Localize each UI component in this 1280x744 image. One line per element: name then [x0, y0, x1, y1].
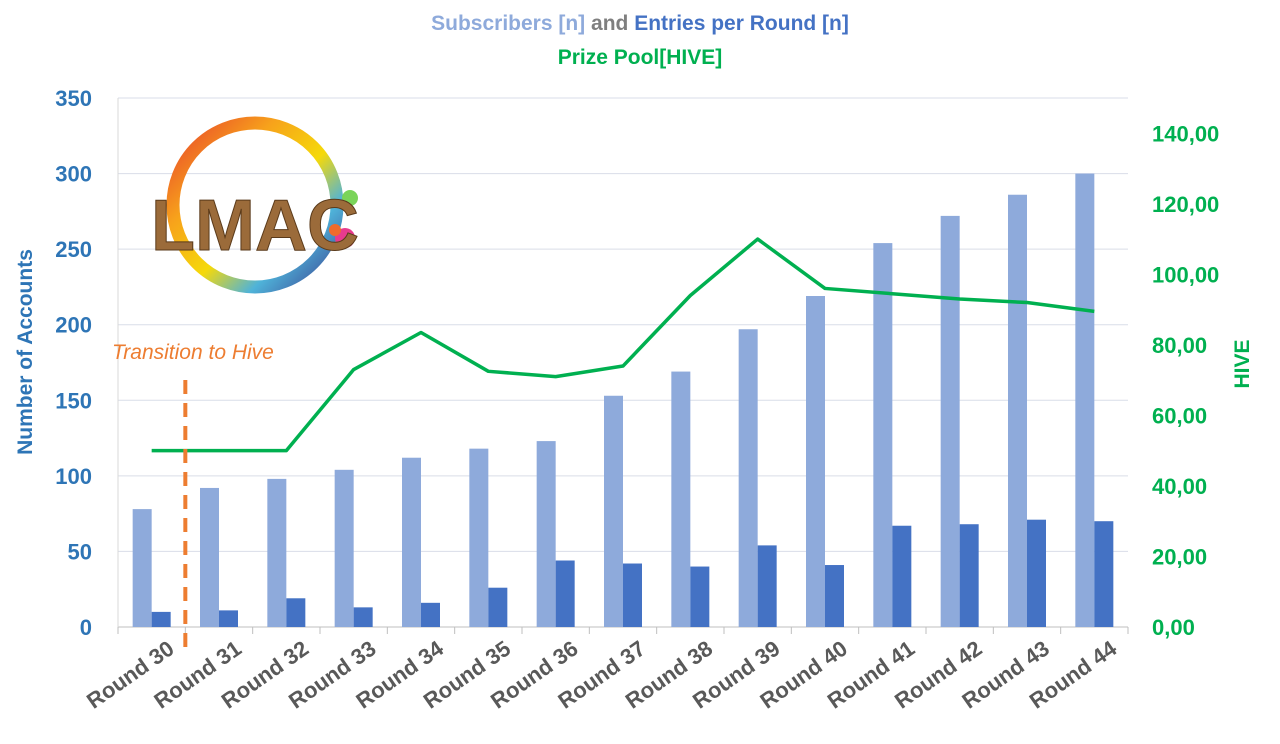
bar-subscribers	[469, 448, 489, 627]
bar-subscribers	[402, 457, 421, 627]
bar-subscribers	[940, 215, 960, 628]
bar-entries	[825, 565, 844, 627]
transition-annotation: Transition to Hive	[112, 341, 274, 364]
bar-entries	[286, 598, 306, 627]
y-axis-left-label: Number of Accounts	[14, 249, 37, 455]
bar-subscribers	[1008, 194, 1027, 627]
y-tick-left: 250	[55, 237, 92, 262]
bar-entries	[757, 545, 777, 627]
y-tick-left: 200	[55, 313, 92, 338]
y-tick-right: 60,00	[1152, 403, 1207, 428]
bar-subscribers	[132, 509, 152, 627]
title-and: and	[591, 12, 629, 35]
chart-title: Subscribers [n] and Entries per Round [n…	[0, 12, 1280, 36]
bar-subscribers	[200, 487, 219, 627]
line-prize-pool	[151, 237, 1095, 453]
bar-entries	[690, 566, 710, 627]
bar-subscribers	[267, 478, 287, 627]
logo-text: LMAC	[155, 186, 359, 266]
y-tick-right: 20,00	[1152, 544, 1207, 569]
y-tick-left: 300	[55, 162, 92, 187]
y-tick-left: 50	[68, 539, 92, 564]
y-tick-right: 80,00	[1152, 333, 1207, 358]
y-axis-right-label: HIVE	[1231, 339, 1254, 389]
y-tick-left: 100	[55, 464, 92, 489]
bar-subscribers	[1075, 173, 1095, 628]
y-tick-left: 0	[80, 615, 92, 640]
bar-subscribers	[536, 441, 556, 627]
y-tick-right: 40,00	[1152, 474, 1207, 499]
bar-entries	[1027, 519, 1046, 627]
title-prize-pool: Prize Pool[HIVE]	[557, 46, 723, 69]
bar-entries	[219, 610, 238, 627]
bar-subscribers	[873, 243, 893, 627]
y-tick-right: 100,00	[1152, 262, 1219, 287]
title-subscribers: Subscribers [n]	[431, 12, 586, 35]
y-tick-right: 140,00	[1152, 121, 1219, 146]
bar-subscribers	[671, 371, 691, 627]
bar-entries	[555, 560, 575, 627]
bar-entries	[353, 607, 373, 627]
bar-entries	[488, 587, 508, 627]
bar-subscribers	[604, 395, 623, 627]
y-tick-right: 120,00	[1152, 192, 1219, 217]
chart-subtitle: Prize Pool[HIVE]	[0, 46, 1280, 70]
bar-entries	[623, 563, 642, 627]
bar-entries	[959, 524, 979, 627]
y-tick-left: 150	[55, 388, 92, 413]
bar-subscribers	[334, 469, 354, 627]
bar-entries	[892, 525, 912, 627]
bar-subscribers	[738, 329, 758, 627]
bar-subscribers	[806, 295, 825, 627]
y-tick-left: 350	[55, 86, 92, 111]
bar-entries	[151, 611, 171, 627]
bar-entries	[1094, 521, 1114, 627]
lmac-logo: LMAC	[155, 116, 359, 294]
bar-entries	[421, 602, 440, 627]
y-tick-right: 0,00	[1152, 615, 1195, 640]
title-entries: Entries per Round [n]	[634, 12, 849, 35]
